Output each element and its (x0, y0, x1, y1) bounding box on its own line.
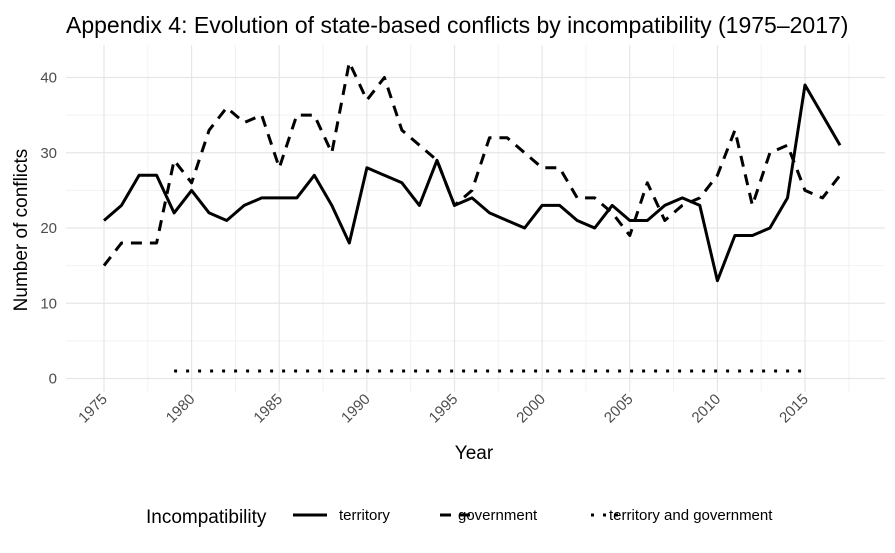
x-tick-label: 2015 (776, 391, 812, 427)
legend-title: Incompatibility (146, 507, 267, 528)
x-tick-label: 1995 (426, 391, 462, 427)
legend-label-territory: territory (339, 507, 390, 524)
x-tick-label: 1985 (250, 391, 286, 427)
y-tick-label: 30 (40, 145, 57, 162)
y-tick-label: 10 (40, 295, 57, 312)
grid (66, 45, 885, 392)
y-tick-label: 0 (49, 371, 57, 388)
legend-items: territory government territory and governm… (293, 507, 773, 524)
x-tick-labels: 1975 1980 1985 1990 1995 2000 2005 2010 2015 (75, 391, 812, 427)
legend-label-territory-and-government: territory and government (609, 507, 773, 524)
series-lines (102, 60, 842, 373)
legend-label-government: government (458, 507, 538, 524)
series-line-territory (103, 83, 842, 283)
y-tick-label: 40 (40, 70, 57, 87)
series-line-government (102, 60, 842, 267)
y-tick-label: 20 (40, 220, 57, 237)
x-tick-label: 2005 (601, 391, 637, 427)
chart-title: Appendix 4: Evolution of state-based con… (66, 12, 848, 38)
y-tick-labels: 0 10 20 30 40 (40, 70, 57, 388)
legend: Incompatibility territory government terri… (146, 507, 773, 528)
x-tick-label: 1990 (338, 391, 374, 427)
x-tick-label: 1975 (75, 391, 111, 427)
x-tick-label: 2010 (689, 391, 725, 427)
y-axis-title: Number of conflicts (11, 149, 32, 312)
x-tick-label: 2000 (513, 391, 549, 427)
x-axis-title: Year (455, 443, 494, 464)
x-tick-label: 1980 (163, 391, 199, 427)
